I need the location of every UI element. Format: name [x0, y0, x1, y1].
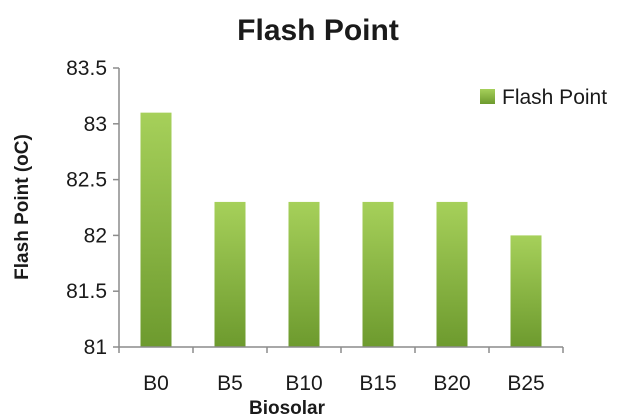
- bar-b10: [288, 201, 320, 347]
- legend-label: Flash Point: [502, 86, 607, 109]
- bar-b5: [214, 201, 246, 347]
- x-tick-label: B25: [507, 372, 544, 395]
- bars-group: [140, 112, 542, 347]
- bar-b15: [362, 201, 394, 347]
- y-tick-label: 81: [84, 336, 107, 359]
- y-tick-label: 81.5: [66, 280, 107, 303]
- y-tick-label: 83.5: [66, 57, 107, 80]
- x-tick-label: B20: [433, 372, 470, 395]
- bar-b20: [436, 201, 468, 347]
- legend-swatch: [480, 89, 495, 104]
- y-tick-label: 82: [84, 224, 107, 247]
- x-ticks-group: B0 B5 B10 B15 B20 B25: [118, 347, 564, 395]
- bar-b25: [510, 235, 542, 347]
- y-axis-label: Flash Point (oC): [12, 134, 33, 280]
- bar-b0: [140, 112, 172, 347]
- x-axis-label: Biosolar: [249, 398, 326, 417]
- x-tick-label: B15: [359, 372, 396, 395]
- y-ticks-group: 81 81.5 82 82.5 83 83.5: [66, 57, 119, 359]
- x-tick-label: B5: [217, 372, 243, 395]
- x-tick-label: B0: [143, 372, 169, 395]
- chart-title: Flash Point: [237, 14, 399, 47]
- legend: Flash Point: [480, 86, 607, 109]
- y-tick-label: 82.5: [66, 169, 107, 192]
- x-tick-label: B10: [285, 372, 322, 395]
- y-tick-label: 83: [84, 113, 107, 136]
